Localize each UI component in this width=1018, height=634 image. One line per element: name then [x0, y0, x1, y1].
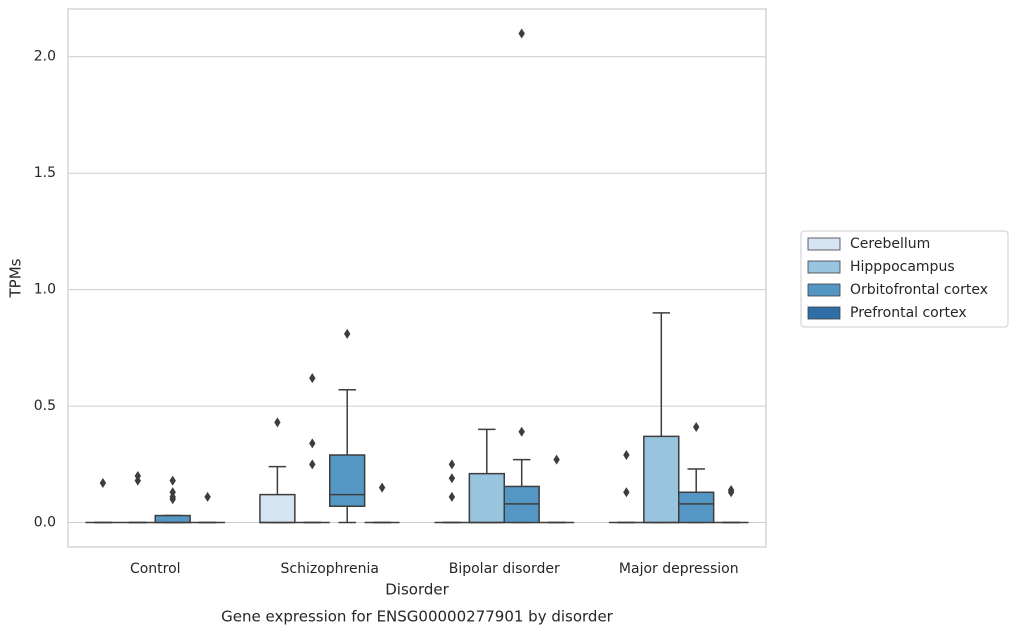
y-tick-label: 0.0 — [34, 515, 56, 531]
y-tick-label: 0.5 — [34, 398, 56, 414]
chart-title: Gene expression for ENSG00000277901 by d… — [221, 608, 614, 626]
outlier — [623, 450, 630, 461]
legend-swatch — [807, 306, 841, 320]
outlier — [309, 373, 316, 384]
outlier — [693, 422, 700, 433]
y-tick-label: 2.0 — [34, 49, 56, 65]
outlier — [134, 475, 141, 486]
outlier — [378, 482, 386, 493]
outlier — [99, 477, 107, 488]
legend-swatch — [807, 283, 841, 297]
box — [468, 472, 506, 524]
y-tick-label: 1.5 — [34, 165, 56, 181]
box — [678, 491, 715, 524]
outlier — [274, 417, 281, 428]
outlier — [518, 426, 525, 437]
legend-label: Prefrontal cortex — [850, 305, 967, 321]
outlier — [204, 491, 211, 502]
legend-label: Cerebellum — [850, 236, 930, 252]
legend-swatch — [807, 237, 841, 251]
x-tick-label: Bipolar disorder — [449, 561, 560, 577]
box — [643, 435, 680, 524]
legend-label: Orbitofrontal cortex — [850, 282, 988, 298]
legend-label: Hipppocampus — [850, 259, 955, 275]
outlier — [553, 454, 560, 465]
x-tick-label: Major depression — [619, 561, 739, 577]
plot-frame — [67, 8, 767, 548]
box — [154, 514, 191, 524]
outlier — [169, 494, 176, 505]
x-axis-label: Disorder — [385, 581, 449, 599]
outlier — [309, 438, 316, 449]
outlier — [448, 473, 456, 484]
x-tick-label: Control — [130, 561, 181, 577]
outlier — [727, 487, 735, 498]
outlier — [309, 459, 316, 470]
y-axis-label: TPMs — [7, 258, 25, 298]
outlier — [448, 491, 456, 502]
outlier — [518, 28, 525, 39]
y-tick-label: 1.0 — [34, 282, 56, 298]
box — [259, 493, 296, 524]
box — [329, 454, 366, 507]
x-tick-label: Schizophrenia — [281, 561, 379, 577]
legend — [800, 230, 1009, 328]
outlier — [448, 459, 456, 470]
legend-swatch — [807, 260, 841, 274]
outlier — [623, 487, 630, 498]
outlier — [169, 475, 176, 486]
outlier — [344, 328, 351, 339]
